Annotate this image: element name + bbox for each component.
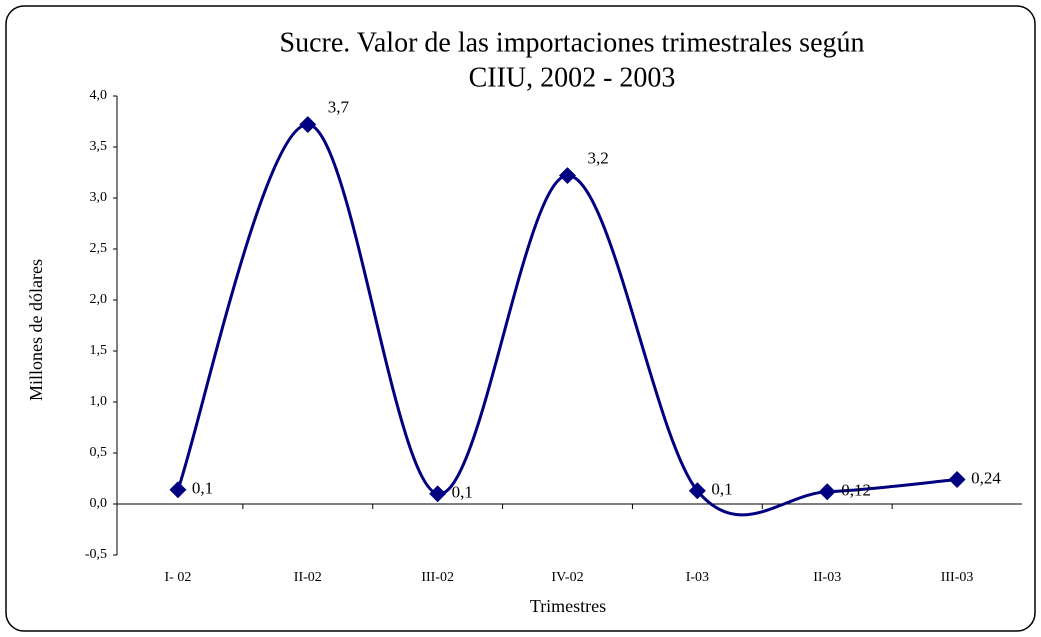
x-tick-label: IV-02: [551, 570, 583, 585]
x-tick-label: I-03: [686, 570, 709, 585]
y-tick-label: 2,0: [90, 292, 108, 307]
point-marker: [169, 481, 187, 499]
x-axis-label: Trimestres: [530, 596, 606, 616]
y-tick-label: 3,5: [90, 139, 108, 154]
point-marker: [299, 116, 317, 134]
data-label: 0,12: [841, 481, 871, 500]
data-label: 3,2: [588, 148, 609, 167]
data-label: 3,7: [328, 97, 350, 116]
y-tick-label: 4,0: [90, 88, 108, 103]
series-line: [176, 123, 958, 517]
data-label: 0,1: [711, 480, 732, 499]
data-label: 0,1: [192, 479, 213, 498]
point-marker: [429, 485, 447, 503]
point-marker: [948, 471, 966, 489]
data-label: 0,1: [452, 483, 473, 502]
y-axis-label: Millones de dólares: [26, 259, 46, 401]
x-tick-label: II-03: [813, 570, 841, 585]
y-tick-label: -0,5: [85, 547, 107, 562]
y-tick-label: 0,5: [90, 445, 108, 460]
x-tick-label: III-03: [941, 570, 974, 585]
point-marker: [559, 167, 576, 185]
y-tick-label: 0,0: [90, 496, 108, 511]
x-tick-label: III-02: [421, 570, 454, 585]
chart-title: CIIU, 2002 - 2003: [469, 62, 676, 93]
x-tick-label: II-02: [294, 570, 322, 585]
y-tick-label: 2,5: [90, 241, 108, 256]
y-tick-label: 3,0: [90, 190, 108, 205]
y-tick-label: 1,5: [90, 343, 108, 358]
chart-title: Sucre. Valor de las importaciones trimes…: [280, 27, 865, 58]
x-tick-label: I- 02: [165, 570, 192, 585]
point-marker: [818, 483, 836, 501]
point-marker: [688, 482, 706, 500]
y-tick-label: 1,0: [90, 394, 108, 409]
data-label: 0,24: [971, 468, 1001, 487]
frame: [5, 5, 1036, 632]
